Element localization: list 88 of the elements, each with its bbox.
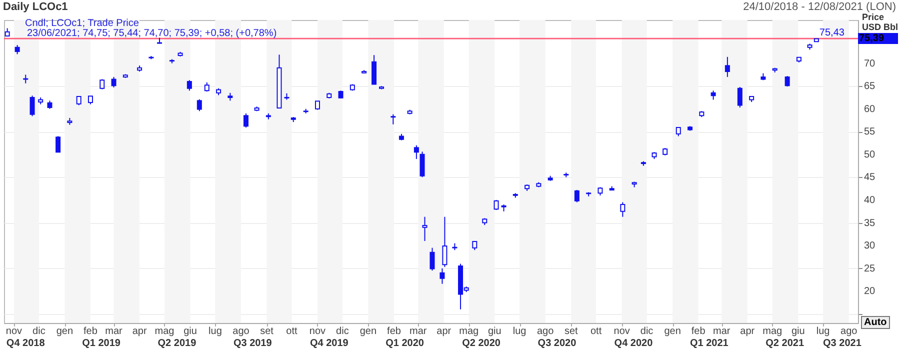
annotation: 23/06/2021; 74,75; 75,44; 74,70; 75,39; +0,58; (+0,78%): [27, 28, 277, 39]
x-tick-label: ago: [840, 326, 858, 337]
x-tick-label: ott: [590, 326, 602, 337]
x-tick-label: dic: [336, 326, 349, 337]
x-tick-label: apr: [740, 326, 756, 337]
candlestick: [574, 189, 580, 203]
candlestick: [710, 90, 716, 100]
x-tick-label: giu: [184, 326, 197, 337]
x2-tick-label: Q4 2020: [614, 338, 654, 349]
x-tick-label: nov: [309, 326, 326, 337]
x-tick-label: mar: [713, 326, 731, 337]
y-tick-label: 20: [864, 286, 876, 298]
x-tick-label: nov: [6, 326, 22, 337]
ref-line-label: 75,43: [819, 28, 845, 39]
x2-tick-label: Q3 2020: [538, 338, 577, 349]
x2-tick-label: Q1 2020: [386, 338, 424, 349]
candlestick: [204, 82, 210, 92]
x-tick-label: ago: [232, 326, 250, 337]
chart-title: Daily LCOc1: [3, 1, 68, 13]
x2-tick-label: Q4 2018: [6, 338, 46, 349]
candlestick: [390, 114, 396, 125]
candlestick: [243, 112, 248, 128]
text: 75,39: [858, 32, 898, 44]
x-tick-label: dic: [32, 326, 46, 337]
x2-tick-label: Q2 2021: [766, 338, 804, 349]
candlestick: [56, 136, 61, 153]
candlestick: [420, 151, 425, 178]
x-tick-label: gen: [664, 326, 681, 337]
y-tick-label: 40: [864, 194, 876, 206]
x2-tick-label: Q2 2019: [158, 338, 197, 349]
x-tick-label: feb: [691, 326, 706, 337]
candlestick: [724, 56, 730, 78]
x-tick-label: nov: [614, 326, 630, 337]
y-tick-label: 65: [864, 81, 876, 92]
text: Auto: [861, 316, 890, 329]
candlestick: [422, 216, 428, 242]
x-tick-label: ago: [536, 326, 554, 337]
x2-tick-label: Q3 2019: [233, 338, 272, 349]
x-tick-label: ott: [286, 326, 298, 337]
annotation: Cndl; LCOc1; Trade Price: [25, 18, 139, 29]
x-tick-label: apr: [132, 326, 148, 337]
candlestick: [372, 54, 377, 85]
candlestick: [30, 95, 35, 117]
x2-tick-label: Q1 2019: [82, 338, 121, 349]
x-tick-label: lug: [816, 326, 830, 337]
x2-tick-label: Q3 2021: [823, 338, 862, 349]
x-tick-label: mar: [409, 326, 428, 337]
candlestick: [76, 96, 82, 106]
x-tick-label: set: [260, 326, 274, 337]
x-tick-label: gen: [360, 326, 377, 337]
y-tick-label: 30: [864, 240, 876, 252]
candlestick: [186, 80, 192, 92]
candlestick: [111, 76, 116, 88]
x-tick-label: feb: [84, 326, 98, 337]
y-tick-label: 35: [864, 218, 876, 229]
x-tick-label: lug: [208, 326, 222, 337]
y-tick-label: 70: [864, 58, 876, 70]
candlestick: [784, 76, 790, 88]
x-tick-label: mag: [459, 326, 479, 337]
x2-tick-label: Q4 2019: [310, 338, 349, 349]
x-tick-label: gen: [56, 326, 74, 337]
candlestick: [440, 268, 445, 284]
candlestick: [14, 44, 20, 55]
x-tick-label: dic: [640, 326, 654, 337]
y-tick-label: 50: [864, 149, 876, 160]
y-tick-label: 55: [864, 126, 876, 138]
chart-subtitle: 24/10/2018 - 12/08/2021 (LON): [743, 1, 896, 13]
candlestick: [676, 126, 681, 137]
x-tick-label: giu: [791, 326, 805, 337]
x-tick-label: set: [564, 326, 578, 337]
candlestick: [100, 78, 105, 90]
x2-tick-label: Q1 2021: [690, 338, 729, 349]
x-tick-label: mag: [762, 326, 782, 337]
y-tick-label: 25: [864, 263, 876, 274]
x-tick-label: feb: [387, 326, 402, 337]
x-tick-label: apr: [436, 326, 452, 337]
x-tick-label: giu: [488, 326, 502, 337]
candlestick: [430, 247, 435, 272]
candlestick: [737, 86, 742, 108]
x-tick-label: mag: [154, 326, 174, 337]
candlestick: [414, 144, 419, 160]
y-tick-label: 45: [864, 172, 876, 184]
y-tick-label: 60: [864, 104, 876, 115]
y-axis-title: Price USD Bbl: [862, 12, 898, 32]
x-tick-label: lug: [512, 326, 526, 337]
x-tick-label: mar: [105, 326, 124, 337]
x2-tick-label: Q2 2020: [462, 338, 501, 349]
candlestick: [196, 98, 202, 112]
